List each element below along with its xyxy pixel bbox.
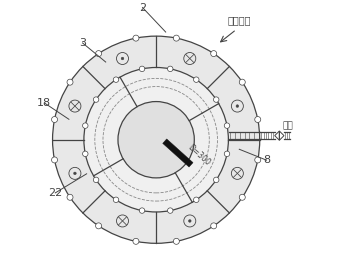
Circle shape <box>194 77 199 82</box>
Text: D=300: D=300 <box>186 143 212 168</box>
Circle shape <box>168 66 173 72</box>
Circle shape <box>67 194 73 200</box>
Circle shape <box>113 197 119 202</box>
Circle shape <box>139 208 145 213</box>
Circle shape <box>211 51 217 57</box>
Circle shape <box>139 66 145 72</box>
Circle shape <box>118 102 194 178</box>
Circle shape <box>51 157 58 163</box>
Circle shape <box>194 197 199 202</box>
Circle shape <box>224 151 230 156</box>
Text: 水流方向: 水流方向 <box>228 15 251 25</box>
Text: 18: 18 <box>37 98 51 108</box>
Circle shape <box>52 36 260 243</box>
Circle shape <box>214 177 219 182</box>
Circle shape <box>51 116 58 122</box>
Text: 22: 22 <box>48 188 62 198</box>
Circle shape <box>255 157 261 163</box>
Circle shape <box>255 116 261 122</box>
Circle shape <box>96 223 101 229</box>
Circle shape <box>82 151 88 156</box>
Text: 进水: 进水 <box>283 122 294 131</box>
Circle shape <box>168 208 173 213</box>
Circle shape <box>67 79 73 85</box>
Circle shape <box>239 79 245 85</box>
Circle shape <box>84 67 228 212</box>
Circle shape <box>224 123 230 128</box>
Circle shape <box>214 97 219 102</box>
Circle shape <box>93 177 99 182</box>
Circle shape <box>211 223 217 229</box>
Circle shape <box>113 77 119 82</box>
Circle shape <box>236 105 239 107</box>
Circle shape <box>133 35 139 41</box>
Circle shape <box>173 238 179 244</box>
Text: 3: 3 <box>79 38 86 48</box>
Circle shape <box>133 238 139 244</box>
Circle shape <box>93 97 99 102</box>
Text: 8: 8 <box>263 155 270 165</box>
Circle shape <box>121 57 124 60</box>
Circle shape <box>239 194 245 200</box>
Circle shape <box>73 172 76 175</box>
Circle shape <box>96 51 101 57</box>
Circle shape <box>82 123 88 128</box>
Text: 2: 2 <box>139 2 146 13</box>
Bar <box>163 139 193 167</box>
Circle shape <box>173 35 179 41</box>
Circle shape <box>188 219 191 222</box>
